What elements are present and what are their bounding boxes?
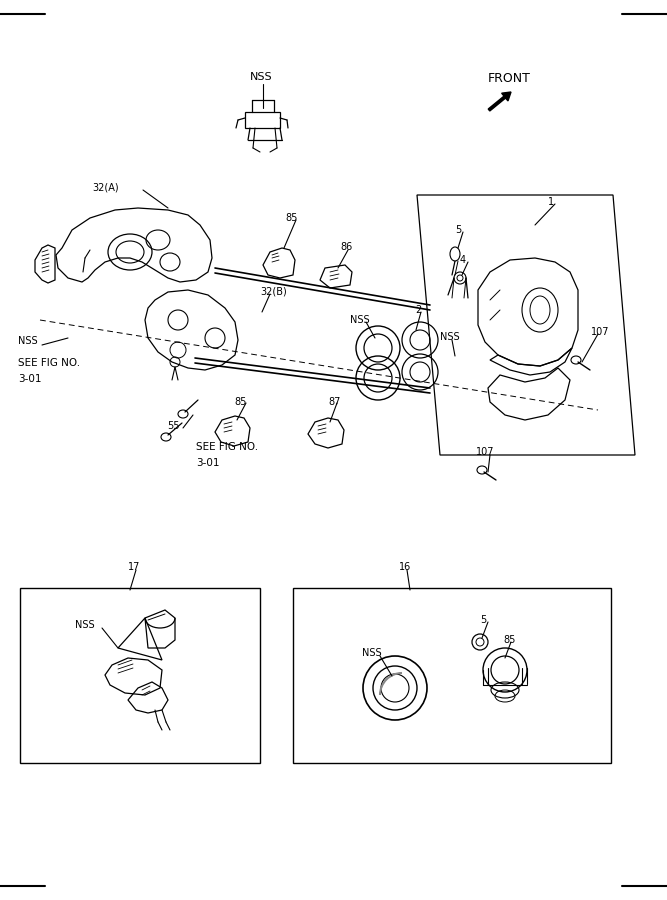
Bar: [293, 588, 611, 763]
Text: 107: 107: [476, 447, 494, 457]
Text: 85: 85: [234, 397, 246, 407]
Text: NSS: NSS: [440, 332, 460, 342]
Text: 85: 85: [285, 213, 297, 223]
Text: 16: 16: [399, 562, 412, 572]
Text: 55: 55: [167, 421, 179, 431]
Text: 32(B): 32(B): [260, 287, 287, 297]
Text: 3-01: 3-01: [18, 374, 41, 384]
Text: 4: 4: [460, 255, 466, 265]
Text: SEE FIG NO.: SEE FIG NO.: [196, 442, 258, 452]
FancyArrow shape: [488, 92, 511, 111]
Text: NSS: NSS: [250, 72, 273, 82]
Text: 85: 85: [503, 635, 516, 645]
Text: 5: 5: [480, 615, 486, 625]
Text: 17: 17: [128, 562, 140, 572]
Bar: [20, 588, 260, 763]
Text: NSS: NSS: [350, 315, 370, 325]
Text: NSS: NSS: [75, 620, 95, 630]
Text: 86: 86: [340, 242, 352, 252]
Text: 2: 2: [415, 305, 422, 315]
Text: SEE FIG NO.: SEE FIG NO.: [18, 358, 80, 368]
Text: NSS: NSS: [362, 648, 382, 658]
Text: 5: 5: [455, 225, 462, 235]
Text: 3-01: 3-01: [196, 458, 219, 468]
Text: 107: 107: [591, 327, 610, 337]
Text: NSS: NSS: [18, 336, 37, 346]
Text: 87: 87: [328, 397, 340, 407]
Text: FRONT: FRONT: [488, 72, 531, 85]
Text: 32(A): 32(A): [92, 182, 119, 192]
Text: 1: 1: [548, 197, 554, 207]
